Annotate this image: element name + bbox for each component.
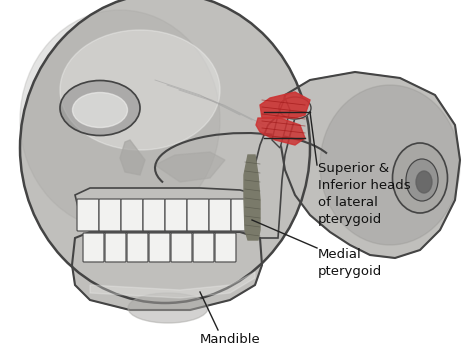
FancyBboxPatch shape (193, 233, 214, 262)
Ellipse shape (60, 80, 140, 135)
FancyBboxPatch shape (215, 233, 236, 262)
FancyBboxPatch shape (209, 199, 231, 231)
Polygon shape (280, 72, 460, 258)
Ellipse shape (279, 97, 311, 119)
Ellipse shape (60, 30, 220, 150)
Ellipse shape (128, 293, 208, 323)
FancyBboxPatch shape (165, 199, 187, 231)
FancyBboxPatch shape (231, 199, 253, 231)
Text: Superior &
Inferior heads
of lateral
pterygoid: Superior & Inferior heads of lateral pte… (318, 162, 410, 226)
Polygon shape (75, 188, 258, 232)
Text: Mandible: Mandible (200, 333, 261, 346)
Polygon shape (252, 110, 295, 238)
Polygon shape (272, 98, 290, 148)
FancyBboxPatch shape (121, 199, 143, 231)
FancyBboxPatch shape (127, 233, 148, 262)
FancyBboxPatch shape (77, 199, 99, 231)
Polygon shape (155, 152, 225, 182)
FancyBboxPatch shape (149, 233, 170, 262)
Ellipse shape (416, 171, 432, 193)
Polygon shape (90, 272, 255, 298)
FancyBboxPatch shape (143, 199, 165, 231)
FancyBboxPatch shape (83, 233, 104, 262)
Polygon shape (120, 140, 145, 175)
Polygon shape (260, 92, 310, 118)
Ellipse shape (20, 10, 220, 230)
FancyBboxPatch shape (171, 233, 192, 262)
FancyBboxPatch shape (99, 199, 121, 231)
Ellipse shape (406, 159, 438, 201)
FancyBboxPatch shape (105, 233, 126, 262)
Text: Medial
pterygoid: Medial pterygoid (318, 248, 382, 278)
Ellipse shape (20, 0, 310, 303)
Ellipse shape (320, 85, 460, 245)
Ellipse shape (73, 93, 128, 127)
Polygon shape (256, 118, 305, 145)
FancyBboxPatch shape (187, 199, 209, 231)
Ellipse shape (392, 143, 447, 213)
Polygon shape (244, 155, 260, 240)
Polygon shape (72, 232, 262, 310)
